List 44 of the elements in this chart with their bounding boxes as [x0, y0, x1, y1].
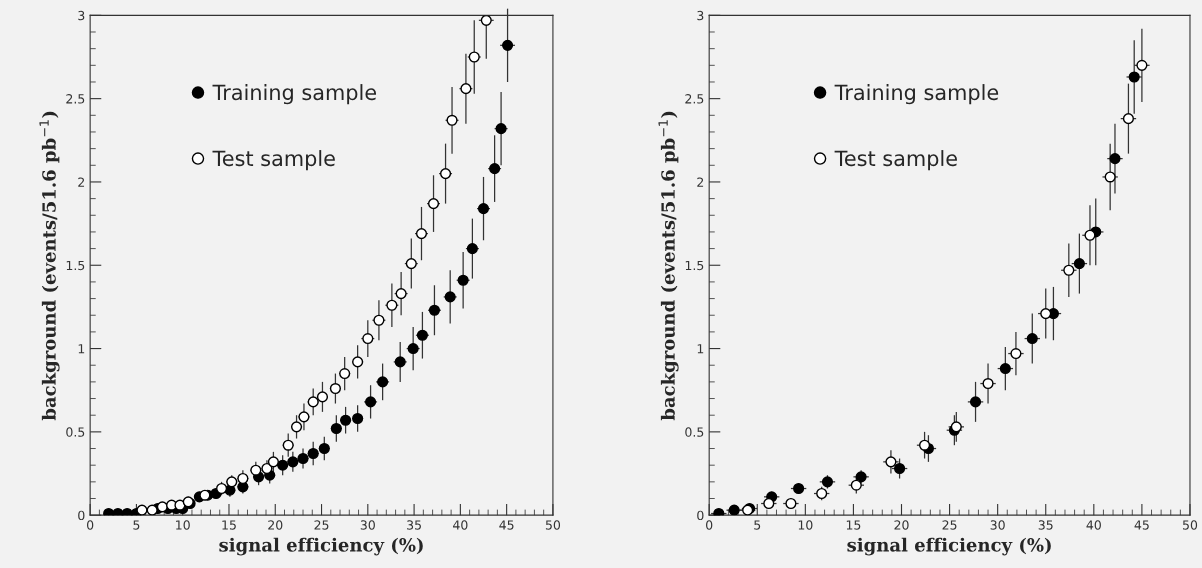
y-tick-label: 2 — [697, 177, 704, 187]
y-tick-label: 3 — [78, 10, 85, 21]
y-tick-label: 2.5 — [66, 94, 85, 104]
x-axis-title: signal efficiency (%) — [847, 537, 1051, 556]
y-tick-label: 3 — [697, 10, 704, 21]
y-tick-label: 2.5 — [685, 94, 704, 104]
y-tick-label: 0 — [697, 510, 704, 521]
y-tick-label: 1 — [78, 344, 85, 354]
legend-label: Training sample — [212, 84, 377, 105]
legend-label: Training sample — [834, 84, 999, 105]
x-tick-label: 15 — [222, 520, 236, 530]
x-tick-label: 30 — [360, 520, 375, 530]
x-tick-label: 5 — [133, 520, 140, 530]
x-tick-label: 20 — [894, 520, 909, 530]
x-tick-label: 50 — [1182, 520, 1198, 530]
x-tick-label: 50 — [545, 520, 561, 530]
y-tick-label: 0.5 — [66, 427, 85, 437]
y-axis-title: background (events/51.6 pb$^{−1}$) — [658, 111, 679, 421]
x-tick-label: 10 — [798, 520, 813, 530]
x-tick-label: 45 — [499, 520, 514, 530]
x-tick-label: 40 — [1086, 520, 1101, 530]
x-tick-label: 45 — [1134, 520, 1149, 530]
y-tick-label: 1 — [697, 344, 704, 354]
y-tick-label: 2 — [78, 177, 85, 187]
legend-label: Test sample — [834, 150, 957, 171]
x-tick-label: 35 — [1038, 520, 1053, 530]
x-tick-label: 20 — [268, 520, 283, 530]
x-tick-label: 25 — [942, 520, 957, 530]
x-tick-label: 30 — [990, 520, 1005, 530]
x-tick-label: 25 — [314, 520, 329, 530]
x-tick-label: 35 — [407, 520, 421, 530]
x-tick-label: 10 — [176, 520, 190, 530]
y-tick-label: 0 — [78, 510, 85, 521]
y-tick-label: 1.5 — [66, 260, 85, 271]
x-tick-label: 0 — [87, 520, 94, 530]
y-tick-label: 0.5 — [685, 427, 704, 437]
x-tick-label: 0 — [706, 520, 713, 530]
x-tick-label: 40 — [453, 520, 468, 530]
x-tick-label: 15 — [846, 520, 861, 530]
y-tick-label: 1.5 — [685, 260, 704, 271]
legend-label: Test sample — [212, 150, 335, 171]
x-tick-label: 5 — [754, 520, 761, 530]
x-axis-title: signal efficiency (%) — [219, 537, 423, 556]
y-axis-title: background (events/51.6 pb$^{−1}$) — [39, 111, 60, 421]
